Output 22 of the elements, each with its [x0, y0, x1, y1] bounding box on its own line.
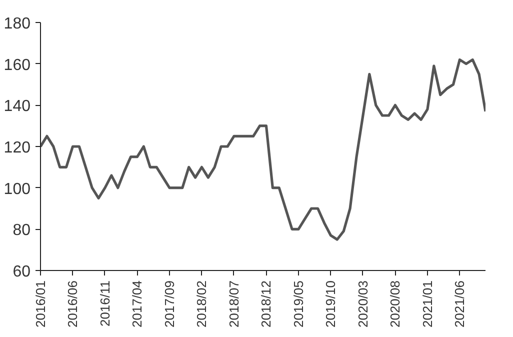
x-tick-label: 2017/09	[162, 280, 177, 328]
x-tick-label: 2018/12	[258, 280, 274, 328]
x-tick-label: 2016/11	[97, 280, 112, 327]
x-tick-label: 2021/06	[452, 280, 468, 328]
x-tick-label: 2016/06	[65, 280, 80, 328]
y-tick-label: 60	[12, 264, 31, 280]
y-tick-label: 100	[4, 180, 31, 198]
y-tick-label: 80	[12, 222, 31, 240]
x-tick-label: 2016/01	[33, 280, 48, 328]
y-tick-label: 120	[4, 140, 31, 156]
x-tick-label: 2018/02	[194, 280, 210, 328]
x-tick-label: 2020/08	[388, 280, 403, 328]
x-tick-label: 2019/05	[290, 280, 306, 328]
line-series	[40, 58, 486, 241]
y-tick-label: 140	[4, 98, 31, 116]
x-tick-label: 2017/04	[130, 280, 145, 328]
x-tick-label: 2021/01	[420, 280, 435, 328]
x-tick-label: 2018/07	[226, 280, 242, 328]
x-tick-label: 2020/03	[355, 280, 370, 328]
x-tick-label: 2019/10	[323, 280, 338, 328]
y-tick-label: 180	[4, 16, 31, 32]
y-tick-label: 160	[4, 56, 31, 74]
